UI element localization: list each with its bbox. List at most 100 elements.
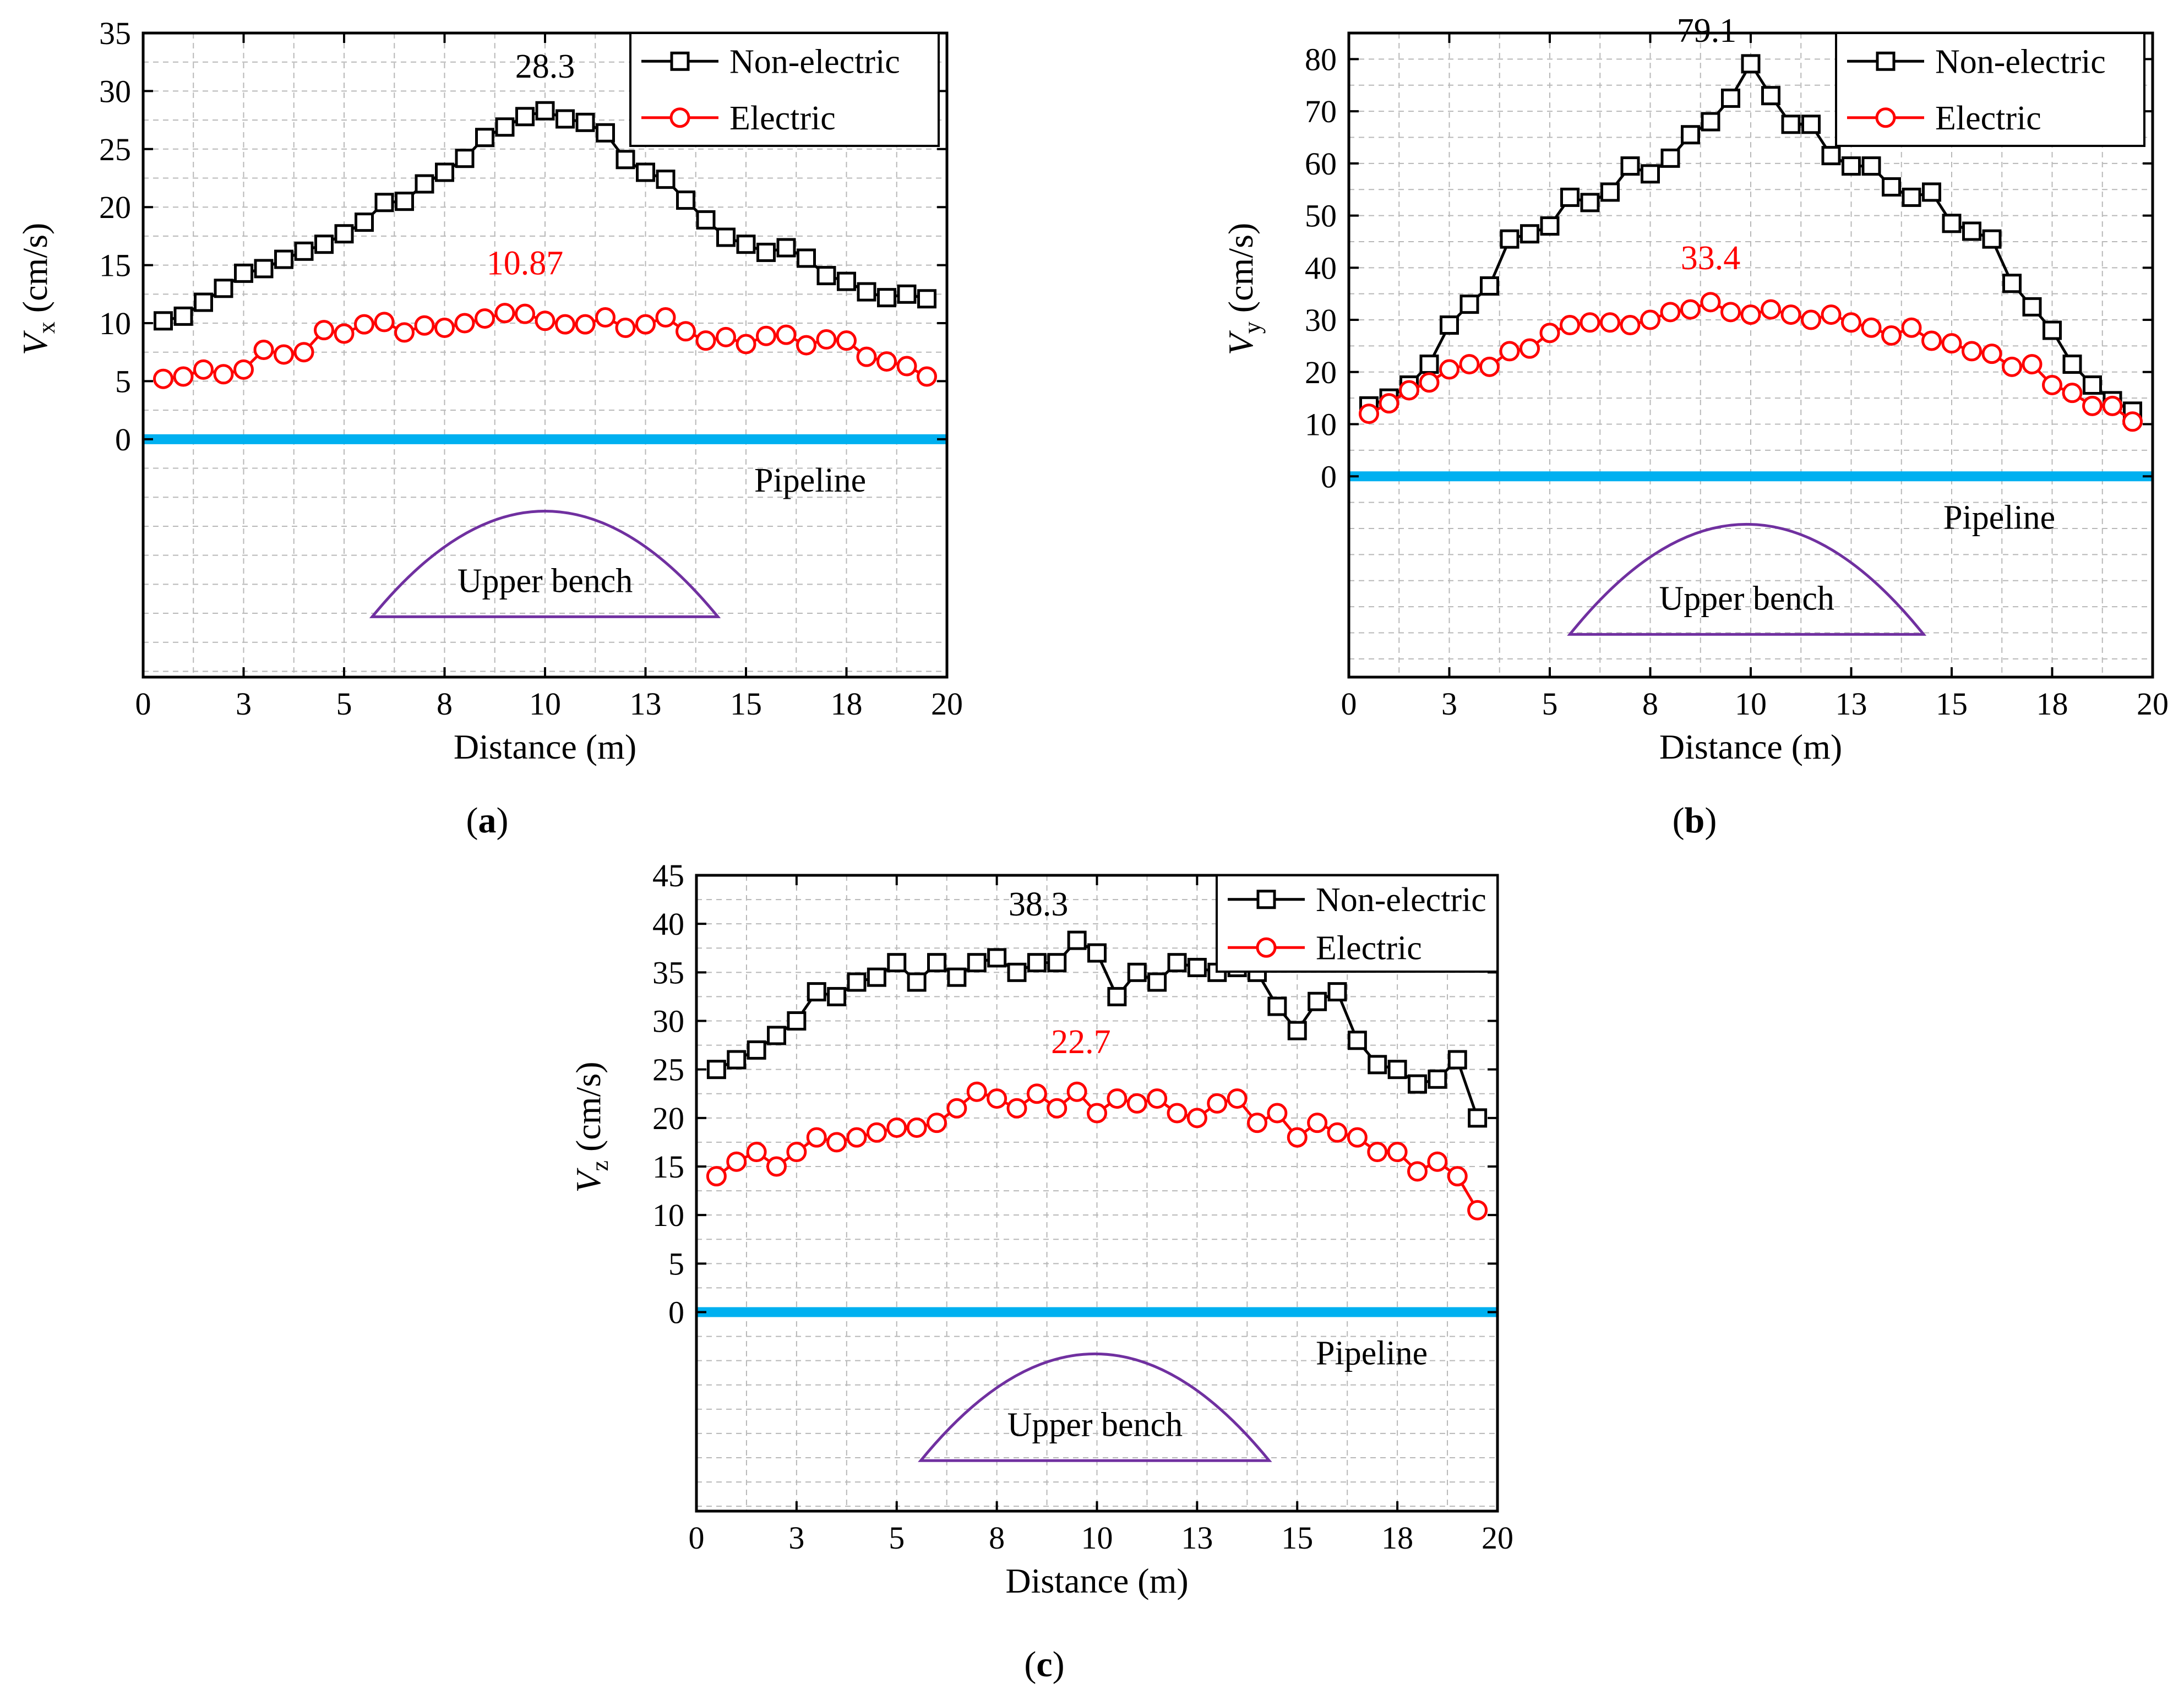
data-point-non-electric [1440, 315, 1459, 335]
data-point-electric [1921, 330, 1942, 351]
data-point-non-electric [1500, 229, 1519, 249]
data-point-non-electric [455, 149, 475, 168]
x-tick-label: 15 [1936, 686, 1968, 722]
data-point-non-electric [314, 235, 334, 254]
data-point-electric [153, 368, 173, 389]
upper-bench-label: Upper bench [458, 562, 633, 599]
data-point-electric [2062, 383, 2083, 404]
legend-marker [670, 51, 690, 71]
axis-titles-c: Distance (m) Vz (cm/s) (c) [569, 1061, 1189, 1685]
data-point-non-electric [716, 227, 736, 247]
data-point-electric [535, 310, 555, 331]
data-point-electric [676, 321, 696, 342]
x-tick-label: 3 [1441, 686, 1457, 722]
data-point-electric [1427, 1151, 1448, 1172]
x-tick-label: 10 [1735, 686, 1767, 722]
y-tick-label: 45 [652, 858, 684, 893]
data-point-non-electric [374, 193, 394, 212]
x-tick-label: 3 [788, 1520, 804, 1556]
tick-labels-b: 0 3 5 8 10 13 15 18 20 0 10 20 30 40 50 60 70 80 [1305, 33, 2169, 722]
annotations-a: 28.3 10.87 [487, 48, 575, 282]
data-point-non-electric [254, 259, 274, 279]
y-tick-label: 0 [115, 422, 131, 457]
data-point-non-electric [1419, 355, 1439, 374]
data-point-non-electric [887, 953, 907, 973]
data-point-electric [1026, 1083, 1047, 1104]
panel-a: Pipeline Upper bench 0 3 5 8 10 13 15 18 2005101… [15, 15, 963, 841]
data-point-electric [836, 330, 857, 351]
data-point-electric [1620, 315, 1641, 336]
x-tick-label: 10 [529, 686, 561, 722]
panel-caption-letter: a [478, 800, 497, 841]
y-tick-label: 35 [99, 15, 131, 51]
data-point-electric [1439, 359, 1459, 380]
peak-annotation: 28.3 [515, 48, 575, 85]
data-point-electric [1700, 292, 1721, 313]
data-point-non-electric [1127, 962, 1147, 982]
data-point-non-electric [515, 107, 535, 127]
data-point-electric [1901, 317, 1922, 338]
data-point-electric [2002, 356, 2022, 377]
data-point-electric [655, 307, 676, 328]
data-point-electric [987, 1088, 1007, 1109]
legend-label: Electric [729, 100, 836, 137]
panel-caption: (b) [1673, 800, 1717, 841]
x-tick-label: 10 [1081, 1520, 1113, 1556]
data-point-electric [1600, 312, 1620, 333]
data-point-non-electric [1600, 182, 1620, 202]
data-point-non-electric [234, 263, 253, 283]
axis-titles-b: Distance (m) Vy (cm/s) (b) [1221, 223, 1842, 841]
data-point-electric [1186, 1108, 1207, 1129]
x-tick-label: 18 [831, 686, 863, 722]
data-point-electric [886, 1117, 907, 1138]
data-point-non-electric [767, 1026, 786, 1045]
data-point-electric [1447, 1166, 1468, 1187]
data-point-electric [1459, 354, 1480, 375]
data-point-electric [1207, 1093, 1228, 1114]
y-tick-label: 35 [652, 955, 684, 990]
data-point-non-electric [837, 271, 856, 291]
panel-c: Pipeline Upper bench 0 3 5 8 10 13 15 18 2005101… [569, 858, 1513, 1685]
data-point-electric [856, 346, 877, 367]
data-point-non-electric [475, 128, 494, 148]
panel-caption: (a) [466, 800, 509, 841]
data-point-non-electric [1167, 953, 1187, 973]
data-point-electric [1387, 1142, 1408, 1163]
data-point-non-electric [214, 279, 233, 298]
data-point-electric [1519, 338, 1540, 359]
data-point-non-electric [274, 249, 293, 269]
y-tick-label: 5 [668, 1246, 684, 1282]
data-point-non-electric [967, 953, 987, 973]
data-point-non-electric [435, 162, 454, 182]
data-point-electric [946, 1098, 967, 1119]
data-point-non-electric [736, 235, 756, 254]
x-tick-label: 20 [2137, 686, 2169, 722]
peak-annotation: 33.4 [1681, 239, 1741, 277]
data-point-electric [1359, 404, 1379, 424]
data-point-electric [1801, 309, 1821, 330]
data-point-electric [1861, 317, 1882, 338]
data-point-non-electric [1047, 953, 1067, 973]
data-point-non-electric [877, 288, 896, 308]
panel-caption-letter: b [1685, 800, 1705, 841]
data-point-non-electric [1721, 88, 1740, 108]
data-point-electric [1941, 333, 1962, 354]
y-axis-symbol: V [1221, 330, 1260, 355]
data-point-non-electric [776, 238, 796, 258]
data-point-non-electric [194, 292, 213, 312]
data-point-electric [906, 1117, 927, 1138]
legend-marker [1875, 107, 1896, 128]
legend-c: Non-electric Electric [1216, 874, 1499, 973]
data-point-non-electric [2022, 297, 2042, 317]
data-point-non-electric [2043, 320, 2062, 340]
data-point-non-electric [676, 190, 695, 210]
y-tick-label: 30 [1305, 302, 1337, 338]
data-point-non-electric [827, 986, 847, 1006]
data-point-non-electric [2062, 355, 2082, 374]
data-point-electric [354, 314, 374, 335]
data-point-non-electric [1861, 156, 1881, 176]
y-tick-label: 15 [99, 248, 131, 284]
data-point-electric [1287, 1127, 1308, 1148]
data-point-electric [515, 303, 535, 324]
